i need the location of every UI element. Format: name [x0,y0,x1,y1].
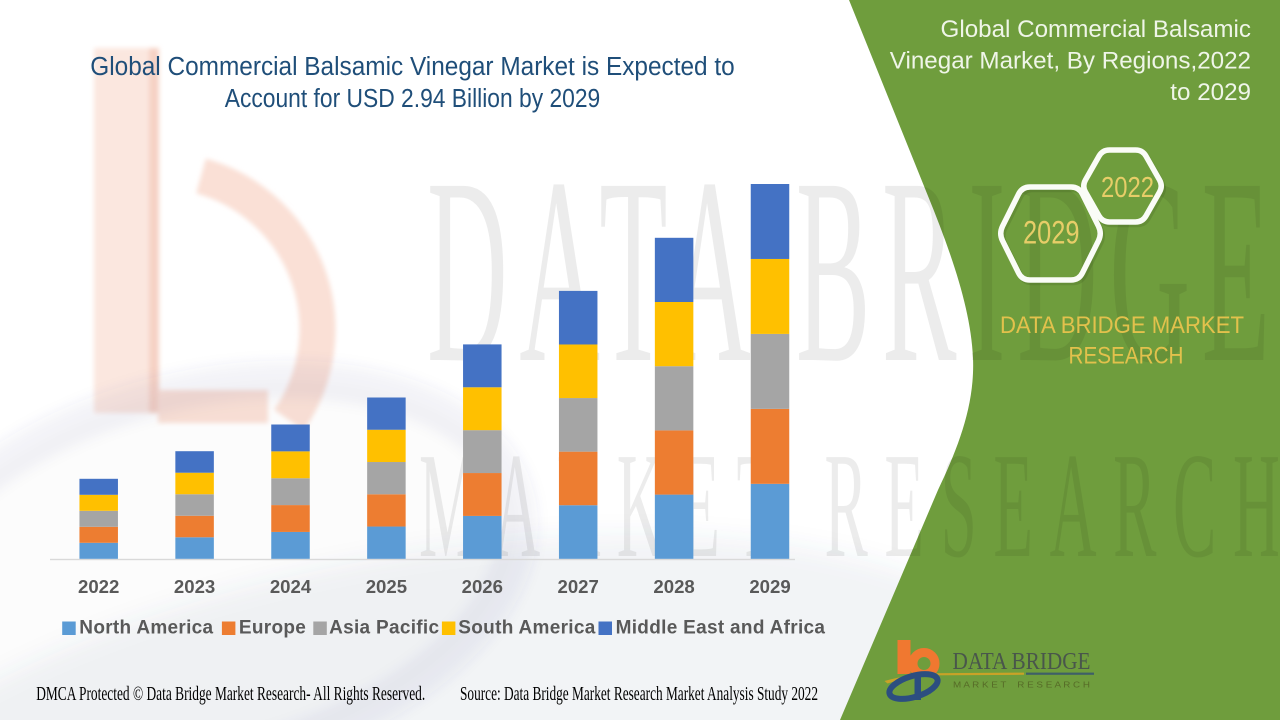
svg-text:North America: North America [79,618,213,639]
svg-text:2029: 2029 [749,576,790,597]
svg-text:2026: 2026 [462,576,503,597]
svg-text:Middle East and Africa: Middle East and Africa [616,618,826,639]
svg-text:DATA BRIDGE: DATA BRIDGE [953,648,1091,675]
svg-text:2029: 2029 [1023,215,1080,251]
svg-text:RESEARCH: RESEARCH [1069,343,1184,370]
svg-text:Vinegar Market, By Regions,202: Vinegar Market, By Regions,2022 [890,48,1251,75]
svg-text:2028: 2028 [653,576,694,597]
svg-text:2022: 2022 [1101,172,1154,204]
svg-text:2025: 2025 [366,576,407,597]
svg-text:DMCA Protected © Data Bridge M: DMCA Protected © Data Bridge Market Rese… [36,684,425,705]
svg-text:M A R K E T R E S E A R C H: M A R K E T R E S E A R C H [953,681,1090,690]
svg-text:Europe: Europe [239,618,306,639]
svg-text:to 2029: to 2029 [1170,79,1251,106]
svg-text:2027: 2027 [558,576,599,597]
svg-text:South America: South America [458,618,595,639]
svg-text:Asia Pacific: Asia Pacific [329,618,439,639]
svg-text:2022: 2022 [78,576,119,597]
svg-text:DATA BRIDGE MARKET: DATA BRIDGE MARKET [1000,312,1244,339]
svg-text:2024: 2024 [270,576,312,597]
svg-text:2023: 2023 [174,576,215,597]
svg-text:Source: Data Bridge Market Res: Source: Data Bridge Market Research Mark… [460,684,818,705]
svg-text:Global Commercial Balsamic: Global Commercial Balsamic [941,16,1252,43]
